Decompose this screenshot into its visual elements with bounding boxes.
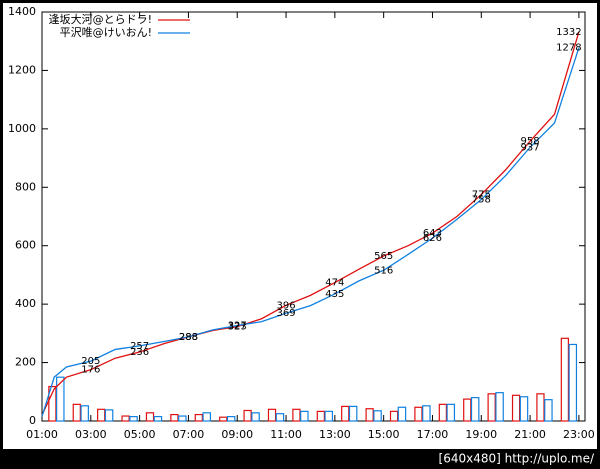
- data-label: 643: [423, 228, 442, 239]
- data-label: 288: [179, 332, 198, 343]
- data-label: 435: [325, 289, 344, 300]
- bar: [243, 409, 252, 422]
- bar: [97, 408, 106, 422]
- data-label: 176: [81, 365, 100, 376]
- y-tick-label: 400: [15, 297, 36, 310]
- footer-bar: [0, 449, 600, 469]
- data-label: 1278: [556, 43, 581, 54]
- y-tick-label: 0: [29, 414, 36, 427]
- x-tick-label: 07:00: [173, 428, 205, 441]
- bar: [536, 393, 545, 422]
- data-label: 327: [228, 320, 247, 331]
- bar: [373, 410, 382, 422]
- bar: [511, 394, 521, 422]
- data-label: 758: [472, 195, 491, 206]
- y-tick-label: 800: [15, 180, 36, 193]
- legend-label: 平沢唯@けいおん!: [60, 25, 152, 39]
- bar: [414, 406, 423, 422]
- bar: [178, 415, 187, 422]
- bar: [202, 412, 211, 422]
- x-tick-label: 21:00: [514, 428, 546, 441]
- bar: [446, 403, 456, 422]
- data-label: 396: [276, 300, 295, 311]
- legend-label: 逢坂大河@とらドラ!: [49, 12, 152, 26]
- y-tick-label: 1400: [8, 5, 36, 18]
- data-label: 205: [81, 356, 100, 367]
- bar: [487, 393, 496, 422]
- bar: [365, 408, 374, 422]
- y-tick-label: 600: [15, 239, 36, 252]
- data-label: 937: [521, 142, 540, 153]
- bar: [170, 413, 179, 422]
- bar: [153, 416, 163, 422]
- bar: [544, 399, 553, 422]
- bar: [226, 416, 236, 422]
- bar: [316, 410, 325, 422]
- bar: [463, 398, 472, 422]
- bar: [275, 413, 285, 422]
- data-label: 516: [374, 265, 393, 276]
- x-tick-label: 17:00: [417, 428, 449, 441]
- data-label: 474: [325, 278, 344, 289]
- bar: [438, 403, 447, 422]
- x-tick-label: 09:00: [221, 428, 253, 441]
- bar: [219, 416, 228, 422]
- line: [41, 47, 580, 417]
- bar: [422, 405, 431, 422]
- x-tick-label: 23:00: [563, 428, 595, 441]
- data-label: 565: [374, 251, 393, 262]
- data-label: 257: [130, 341, 149, 352]
- bar: [300, 410, 309, 422]
- bar: [568, 343, 578, 422]
- bar: [194, 413, 203, 422]
- x-tick-label: 13:00: [319, 428, 351, 441]
- bar: [348, 405, 358, 422]
- bar: [80, 405, 89, 422]
- bar: [470, 397, 480, 422]
- bar: [267, 408, 277, 422]
- y-tick-label: 200: [15, 356, 36, 369]
- line: [41, 31, 580, 416]
- bar: [292, 408, 301, 422]
- bar: [48, 385, 57, 422]
- plot-border: [41, 11, 586, 422]
- data-label: 958: [521, 136, 540, 147]
- x-tick-label: 05:00: [124, 428, 156, 441]
- x-tick-label: 19:00: [465, 428, 497, 441]
- footer: [640x480] http://uplo.me/: [439, 452, 595, 466]
- bar: [389, 410, 399, 422]
- x-tick-label: 11:00: [270, 428, 302, 441]
- y-tick-label: 1000: [8, 122, 36, 135]
- bar: [495, 392, 504, 422]
- bar: [129, 416, 138, 422]
- bar: [121, 415, 130, 422]
- x-tick-label: 01:00: [26, 428, 58, 441]
- bar: [397, 406, 407, 422]
- x-tick-label: 03:00: [75, 428, 107, 441]
- data-label: 369: [276, 308, 295, 319]
- x-tick-label: 15:00: [368, 428, 400, 441]
- bar: [324, 410, 334, 422]
- data-label: 626: [423, 233, 442, 244]
- bar: [341, 405, 350, 422]
- data-label: 236: [130, 347, 149, 358]
- y-tick-label: 1200: [8, 63, 36, 76]
- bar: [104, 409, 114, 422]
- data-label: 288: [179, 332, 198, 343]
- bar: [251, 412, 260, 422]
- data-label: 1332: [556, 27, 581, 38]
- bar: [519, 396, 529, 422]
- bar: [56, 376, 65, 422]
- bar: [560, 337, 570, 422]
- bar: [72, 403, 81, 422]
- data-label: 323: [228, 322, 247, 333]
- data-label: 775: [472, 190, 491, 201]
- bar: [145, 412, 155, 422]
